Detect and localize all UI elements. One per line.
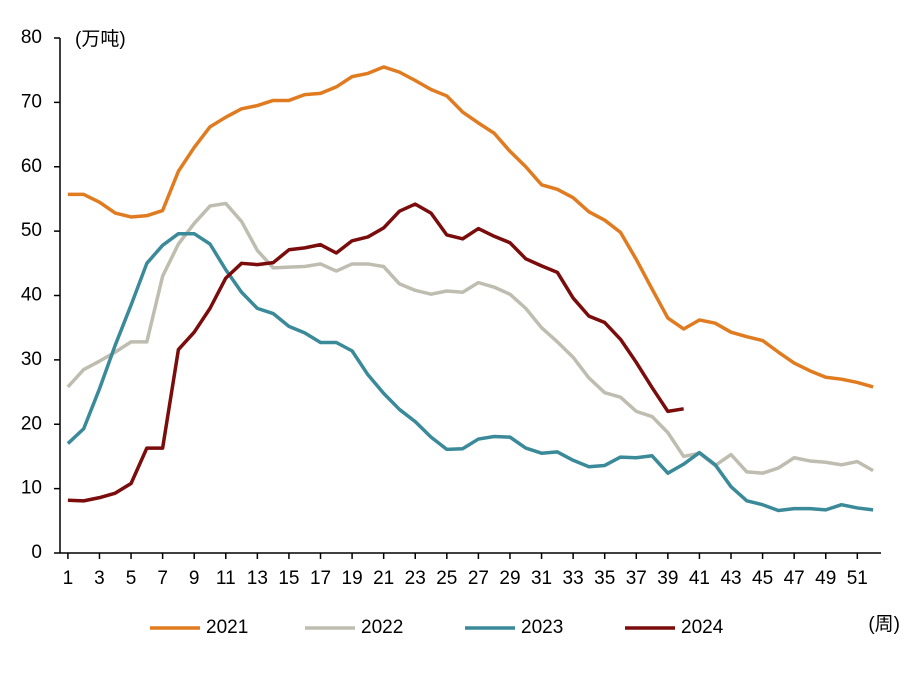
series-line: [66, 231, 874, 513]
legend-label: 2021: [206, 617, 248, 638]
x-tick-label: 19: [342, 568, 363, 589]
y-tick-label: 10: [21, 478, 42, 499]
x-tick-label: 47: [784, 568, 805, 589]
x-tick-label: 27: [468, 568, 489, 589]
x-tick-label: 13: [247, 568, 268, 589]
y-tick-label: 80: [21, 27, 42, 48]
x-tick-label: 21: [373, 568, 394, 589]
x-tick-label: 39: [657, 568, 678, 589]
x-tick-label: 25: [436, 568, 457, 589]
y-axis-label: (万吨): [75, 28, 126, 50]
legend-label: 2024: [681, 617, 724, 638]
x-tick-label: 3: [94, 568, 105, 589]
y-tick-label: 20: [21, 413, 42, 434]
x-tick-label: 37: [626, 568, 647, 589]
x-tick-label: 29: [499, 568, 520, 589]
x-tick-label: 5: [126, 568, 137, 589]
x-tick-label: 7: [157, 568, 168, 589]
x-tick-label: 45: [752, 568, 773, 589]
y-tick-label: 40: [21, 285, 42, 306]
x-tick-label: 51: [847, 568, 868, 589]
x-axis-label: (周): [868, 614, 900, 635]
x-tick-label: 1: [63, 568, 74, 589]
y-tick-label: 30: [21, 349, 42, 370]
x-tick-label: 11: [216, 568, 236, 589]
x-tick-label: 33: [563, 568, 584, 589]
x-tick-label: 15: [278, 568, 299, 589]
x-tick-label: 23: [405, 568, 426, 589]
series-line: [67, 202, 684, 503]
x-tick-label: 31: [531, 568, 552, 589]
y-tick-label: 60: [21, 156, 42, 177]
y-tick-label: 50: [21, 220, 42, 241]
x-tick-label: 17: [310, 568, 331, 589]
series-line: [67, 65, 874, 389]
x-tick-label: 43: [720, 568, 741, 589]
y-tick-label: 0: [31, 542, 42, 563]
series-line: [66, 201, 874, 475]
x-tick-label: 9: [189, 568, 200, 589]
legend-label: 2022: [361, 617, 403, 638]
y-tick-label: 70: [21, 91, 42, 112]
x-tick-label: 35: [594, 568, 615, 589]
x-tick-label: 41: [689, 568, 710, 589]
x-tick-label: 49: [815, 568, 836, 589]
legend-label: 2023: [521, 617, 563, 638]
